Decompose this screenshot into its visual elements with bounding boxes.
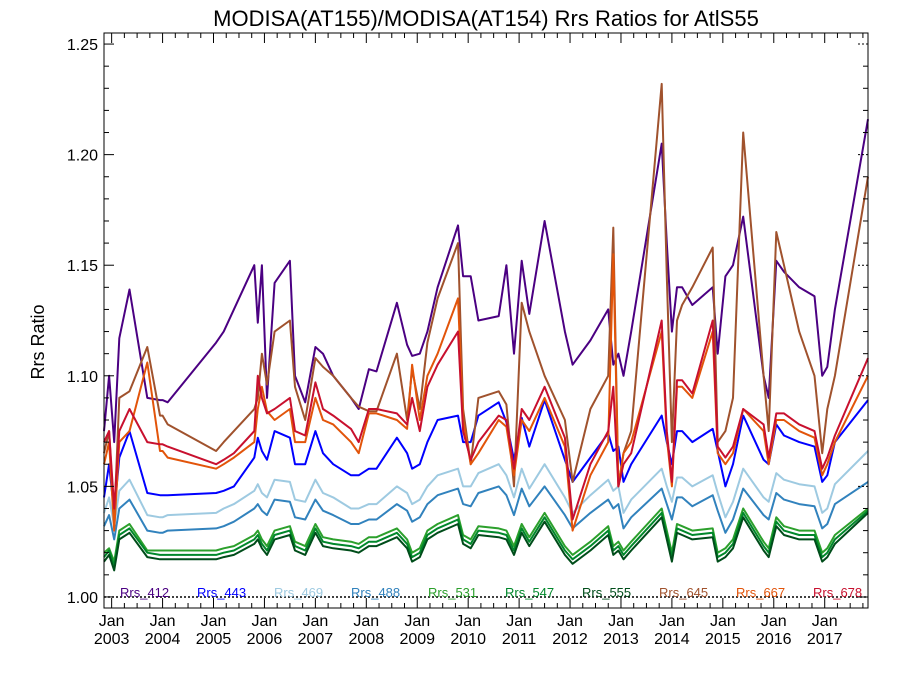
x-tick-month: Jan (710, 613, 736, 630)
x-tick-month: Jan (404, 613, 430, 630)
x-tick-month: Jan (608, 613, 634, 630)
x-tick-year: 2011 (502, 631, 537, 648)
x-tick-month: Jan (99, 613, 125, 630)
legend-label-rrs-412: Rrs_412 (120, 585, 169, 600)
series-line-rrs-645 (103, 82, 869, 521)
series-line-rrs-667 (103, 253, 869, 532)
legend-label-rrs-555: Rrs_555 (582, 585, 631, 600)
series-line-rrs-469 (103, 450, 869, 528)
x-tick-year: 2006 (247, 631, 283, 648)
plot-frame (103, 32, 869, 609)
x-tick-year: 2015 (705, 631, 741, 648)
x-tick-month: Jan (252, 613, 278, 630)
x-tick-month: Jan (557, 613, 583, 630)
x-tick-year: 2008 (349, 631, 385, 648)
x-tick-year: 2013 (603, 631, 639, 648)
y-tick-label: 1.10 (67, 369, 98, 386)
legend-label-rrs-645: Rrs_645 (659, 585, 708, 600)
series-line-rrs-547 (103, 509, 869, 567)
y-axis-label: Rrs Ratio (28, 304, 48, 379)
x-tick-year: 2004 (145, 631, 181, 648)
x-tick-year: 2007 (298, 631, 334, 648)
x-tick-year: 2016 (756, 631, 792, 648)
x-tick-month: Jan (302, 613, 328, 630)
x-tick-month: Jan (761, 613, 787, 630)
series-line-rrs-412 (103, 119, 869, 444)
x-tick-month: Jan (201, 613, 227, 630)
series-line-rrs-678 (103, 319, 869, 521)
x-tick-month: Jan (353, 613, 379, 630)
x-tick-month: Jan (659, 613, 685, 630)
x-tick-year: 2005 (196, 631, 232, 648)
y-tick-label: 1.15 (67, 258, 98, 275)
y-tick-label: 1.20 (67, 148, 98, 165)
legend-label-rrs-667: Rrs_667 (736, 585, 785, 600)
x-tick-year: 2003 (94, 631, 130, 648)
y-tick-label: 1.00 (67, 590, 98, 607)
axis-ticks: 1.001.051.101.151.201.25Jan2003Jan2004Ja… (67, 33, 868, 648)
chart-title: MODISA(AT155)/MODISA(AT154) Rrs Ratios f… (213, 6, 759, 31)
legend: Rrs_412 Rrs_443 Rrs_469 Rrs_488 Rrs_531 Rrs_5… (120, 585, 862, 600)
x-tick-year: 2012 (552, 631, 588, 648)
legend-label-rrs-443: Rrs_443 (197, 585, 246, 600)
x-tick-month: Jan (506, 613, 532, 630)
series-line-rrs-488 (103, 481, 869, 541)
x-tick-year: 2009 (399, 631, 435, 648)
legend-label-rrs-547: Rrs_547 (505, 585, 554, 600)
x-tick-month: Jan (150, 613, 176, 630)
x-tick-year: 2010 (450, 631, 486, 648)
legend-label-rrs-469: Rrs_469 (274, 585, 323, 600)
y-tick-label: 1.05 (67, 479, 98, 496)
legend-label-rrs-531: Rrs_531 (428, 585, 477, 600)
x-tick-month: Jan (455, 613, 481, 630)
legend-label-rrs-488: Rrs_488 (351, 585, 400, 600)
series-line-rrs-555 (103, 512, 869, 572)
legend-label-rrs-678: Rrs_678 (813, 585, 862, 600)
series-layer (103, 82, 869, 572)
series-line-rrs-531 (103, 507, 869, 563)
x-tick-year: 2014 (654, 631, 690, 648)
x-tick-month: Jan (812, 613, 838, 630)
x-tick-year: 2017 (807, 631, 843, 648)
y-tick-label: 1.25 (67, 37, 98, 54)
